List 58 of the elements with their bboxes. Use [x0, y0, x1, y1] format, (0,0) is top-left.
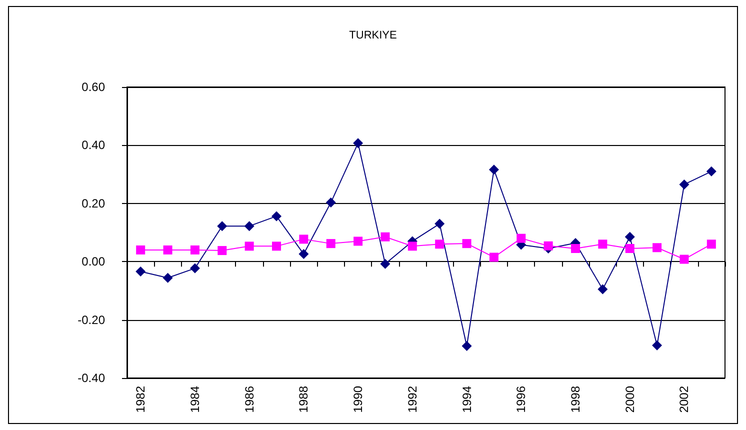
point [163, 245, 172, 254]
point [162, 272, 173, 283]
point [652, 243, 662, 252]
x-tick-label: 2002 [677, 386, 692, 413]
point [488, 164, 499, 175]
point [380, 258, 390, 269]
point [244, 221, 254, 232]
point [244, 242, 254, 251]
point [136, 245, 146, 254]
point [190, 263, 200, 274]
x-tick-label: 1998 [568, 386, 582, 413]
point [598, 240, 608, 249]
point [462, 239, 472, 248]
y-tick-label: 0.20 [82, 196, 106, 210]
point [435, 240, 444, 249]
point [218, 246, 227, 256]
point [624, 232, 635, 242]
point [544, 241, 553, 250]
point [706, 240, 716, 249]
point [408, 242, 417, 251]
point [326, 198, 336, 208]
point [652, 340, 662, 350]
point [571, 244, 580, 254]
y-tick-label: 0.00 [82, 254, 106, 269]
x-tick-label: 1986 [242, 386, 256, 413]
y-tick-label: 0.40 [82, 138, 106, 152]
x-tick-label: 1992 [405, 386, 420, 413]
chart-title: TURKIYE [349, 30, 397, 42]
x-tick-label: 1990 [351, 386, 366, 413]
point [299, 234, 308, 244]
y-tick-label: -0.40 [78, 371, 106, 385]
x-tick-label: 1994 [460, 386, 474, 413]
point [516, 234, 526, 243]
point [136, 266, 146, 276]
point [380, 232, 390, 242]
y-tick-label: -0.20 [78, 312, 106, 327]
x-tick-label: 1982 [134, 386, 148, 413]
point [680, 254, 689, 264]
x-tick-label: 1988 [296, 386, 311, 413]
point [272, 242, 281, 251]
point [326, 239, 336, 248]
point [272, 211, 282, 222]
point [625, 244, 634, 254]
x-tick-label: 1984 [188, 386, 202, 413]
point [489, 252, 498, 262]
point [679, 179, 690, 190]
x-tick-label: 1996 [514, 386, 528, 413]
point [354, 236, 363, 246]
point [462, 340, 472, 351]
point [190, 245, 200, 254]
point [298, 249, 309, 260]
point [353, 138, 364, 148]
point [706, 166, 716, 176]
x-tick-label: 2000 [622, 386, 637, 413]
point [598, 284, 608, 294]
point [217, 221, 228, 232]
point [434, 218, 445, 229]
y-tick-label: 0.60 [82, 80, 106, 94]
